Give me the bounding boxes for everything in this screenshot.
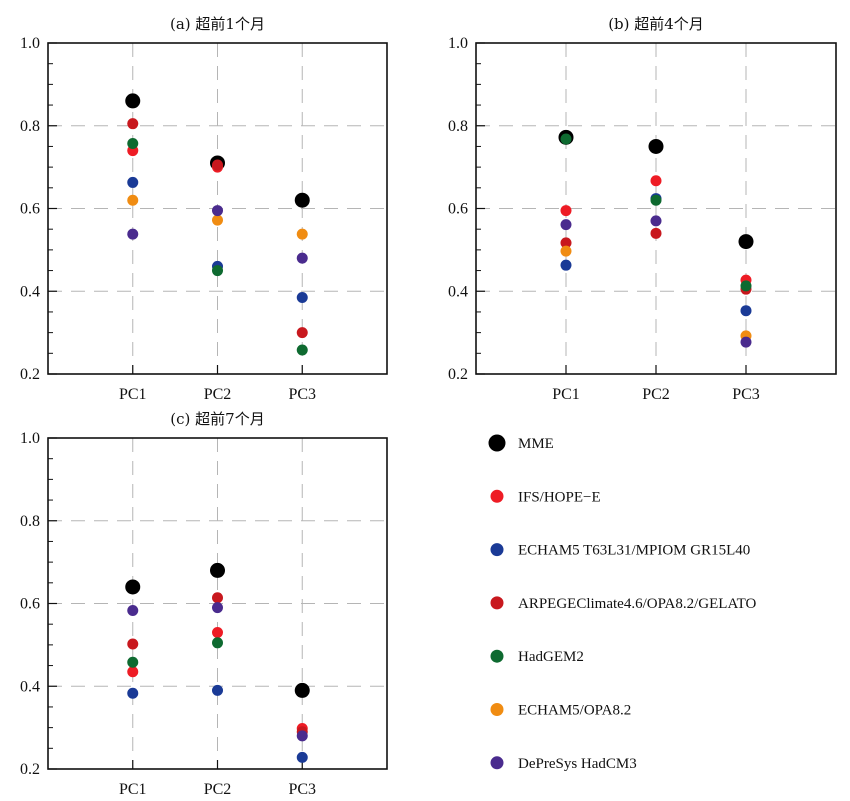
point-echam5-t63l31-mpiom-gr15l40-pc1 (127, 176, 139, 188)
point-ifs-hope-e-pc2 (212, 626, 223, 638)
legend-label: ECHAM5 T63L31/MPIOM GR15L40 (518, 543, 750, 559)
y-tick-label: 0.8 (20, 513, 40, 530)
panel-title: (c) 超前7个月 (170, 410, 264, 428)
point-depresys-hadcm3-pc1 (127, 605, 139, 617)
point-depresys-hadcm3-pc2 (212, 205, 223, 217)
point-hadgem2-pc1 (560, 133, 572, 145)
y-tick-label: 0.6 (20, 596, 40, 613)
point-echam5-opa8-2-pc1 (127, 194, 139, 206)
x-tick-label-pc3: PC3 (288, 781, 316, 798)
legend-label: MME (518, 436, 554, 452)
point-echam5-opa8-2-pc2 (212, 214, 223, 226)
point-hadgem2-pc2 (212, 265, 223, 277)
y-tick-label: 1.0 (20, 430, 40, 447)
y-tick-label: 0.8 (448, 118, 468, 135)
point-hadgem2-pc2 (212, 637, 223, 649)
x-tick-label-pc1: PC1 (119, 781, 147, 798)
point-echam5-t63l31-mpiom-gr15l40-pc2 (212, 684, 223, 696)
point-depresys-hadcm3-pc1 (560, 219, 572, 231)
legend-label: ECHAM5/OPA8.2 (518, 703, 631, 719)
legend-label: IFS/HOPE−E (518, 489, 601, 505)
point-mme-pc1 (125, 93, 141, 109)
y-tick-label: 0.2 (20, 761, 40, 778)
y-tick-label: 0.2 (20, 366, 40, 383)
point-mme-pc3 (294, 192, 310, 208)
point-mme-pc1 (125, 579, 141, 595)
legend-marker (490, 489, 504, 503)
x-tick-label-pc2: PC2 (204, 781, 232, 798)
point-mme-pc3 (738, 234, 754, 250)
point-ifs-hope-e-pc1 (560, 205, 572, 217)
point-arpegeclimate4-6-opa8-2-gelato-pc1 (560, 237, 572, 249)
point-echam5-t63l31-mpiom-gr15l40-pc3 (296, 291, 308, 303)
point-echam5-t63l31-mpiom-gr15l40-pc1 (127, 687, 139, 699)
panel-title: (a) 超前1个月 (170, 15, 265, 33)
y-tick-label: 0.2 (448, 366, 468, 383)
point-hadgem2-pc2 (650, 194, 662, 206)
panel-title: (b) 超前4个月 (608, 15, 704, 33)
y-tick-label: 0.4 (20, 283, 40, 300)
point-depresys-hadcm3-pc3 (740, 336, 752, 348)
point-hadgem2-pc3 (740, 280, 752, 292)
x-tick-label-pc1: PC1 (119, 386, 147, 403)
x-tick-label-pc3: PC3 (732, 386, 760, 403)
legend-marker (490, 703, 504, 716)
panel-3: 0.2 0.4 0.6 0.8 1.0 PC1 PC2 PC3 (c) 超前7个月 (20, 410, 388, 798)
point-ifs-hope-e-pc1 (127, 666, 139, 678)
x-tick-label-pc2: PC2 (204, 386, 232, 403)
point-arpegeclimate4-6-opa8-2-gelato-pc1 (127, 118, 139, 130)
point-mme-pc3 (294, 682, 310, 698)
legend-marker (490, 649, 504, 663)
point-hadgem2-pc1 (127, 656, 139, 668)
y-tick-label: 0.6 (448, 201, 468, 218)
y-tick-label: 1.0 (20, 35, 40, 52)
legend-marker (488, 434, 506, 452)
panel-2: 0.2 0.4 0.6 0.8 1.0 PC1 PC2 PC3 (b) 超前4个月 (448, 15, 837, 403)
legend-label: HadGEM2 (518, 649, 584, 665)
y-tick-label: 0.6 (20, 201, 40, 218)
y-tick-label: 0.4 (448, 283, 468, 300)
point-hadgem2-pc1 (127, 138, 139, 150)
point-echam5-t63l31-mpiom-gr15l40-pc3 (296, 751, 308, 763)
point-echam5-t63l31-mpiom-gr15l40-pc3 (740, 305, 752, 317)
y-tick-label: 0.8 (20, 118, 40, 135)
panel-1: 0.2 0.4 0.6 0.8 1.0 PC1 PC2 PC3 (a) 超前1个月 (20, 15, 388, 403)
point-ifs-hope-e-pc2 (650, 175, 662, 187)
point-echam5-t63l31-mpiom-gr15l40-pc1 (560, 259, 572, 271)
point-hadgem2-pc3 (296, 344, 308, 356)
x-tick-label-pc2: PC2 (642, 386, 670, 403)
point-arpegeclimate4-6-opa8-2-gelato-pc2 (650, 227, 662, 239)
y-tick-label: 1.0 (448, 35, 468, 52)
point-depresys-hadcm3-pc2 (650, 215, 662, 227)
legend-label: DePreSys HadCM3 (518, 756, 637, 772)
point-echam5-opa8-2-pc3 (296, 228, 308, 240)
legend-marker (490, 543, 504, 557)
point-arpegeclimate4-6-opa8-2-gelato-pc3 (296, 327, 308, 339)
point-mme-pc2 (210, 562, 225, 578)
legend: MME IFS/HOPE−E ECHAM5 T63L31/MPIOM GR15L40… (488, 434, 757, 772)
point-echam5-opa8-2-pc1 (560, 245, 572, 257)
point-depresys-hadcm3-pc1 (127, 228, 139, 240)
y-tick-label: 0.4 (20, 678, 40, 695)
point-arpegeclimate4-6-opa8-2-gelato-pc2 (212, 159, 223, 171)
legend-label: ARPEGEClimate4.6/OPA8.2/GELATO (518, 596, 757, 612)
x-tick-label-pc1: PC1 (552, 386, 580, 403)
point-arpegeclimate4-6-opa8-2-gelato-pc2 (212, 592, 223, 604)
point-mme-pc2 (648, 138, 664, 154)
x-tick-label-pc3: PC3 (288, 386, 316, 403)
legend-marker (490, 596, 504, 610)
point-depresys-hadcm3-pc3 (296, 730, 308, 742)
legend-marker (490, 756, 504, 770)
point-depresys-hadcm3-pc3 (296, 252, 308, 264)
point-depresys-hadcm3-pc2 (212, 602, 223, 614)
point-arpegeclimate4-6-opa8-2-gelato-pc1 (127, 638, 139, 650)
